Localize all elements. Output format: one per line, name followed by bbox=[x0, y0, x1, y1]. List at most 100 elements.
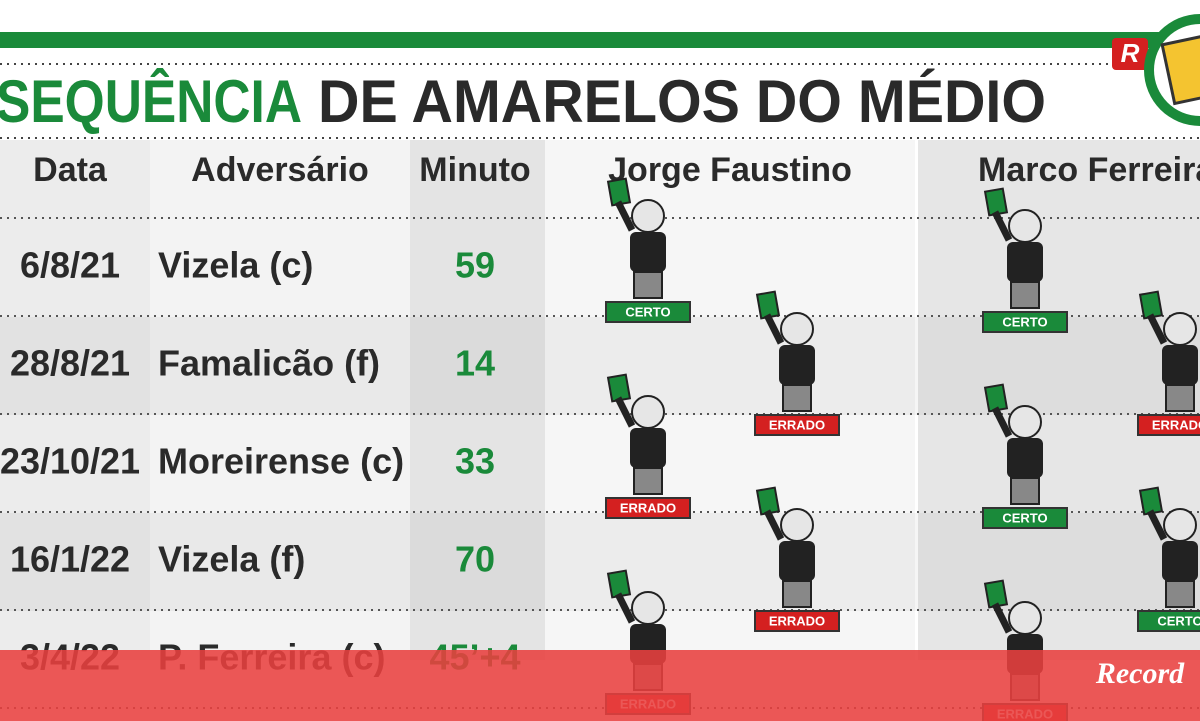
arm bbox=[991, 406, 1013, 438]
card bbox=[755, 290, 781, 320]
referee-figure: CERTO bbox=[982, 383, 1068, 529]
head bbox=[780, 508, 814, 542]
verdict-badge bbox=[605, 301, 691, 323]
body bbox=[779, 345, 815, 385]
opponent: Moreirense (c) bbox=[158, 441, 404, 482]
card bbox=[1138, 486, 1164, 516]
column-header: Minuto bbox=[419, 151, 530, 189]
date: 28/8/21 bbox=[10, 343, 130, 384]
card bbox=[983, 383, 1009, 413]
verdict-badge bbox=[1137, 414, 1200, 436]
verdict-badge bbox=[982, 507, 1068, 529]
verdict: ERRADO bbox=[769, 417, 825, 432]
card bbox=[1138, 290, 1164, 320]
head bbox=[631, 395, 665, 429]
arm bbox=[991, 602, 1013, 634]
arm bbox=[614, 396, 636, 428]
verdict-badge bbox=[754, 414, 840, 436]
arm bbox=[614, 592, 636, 624]
referee-figure: ERRADO bbox=[605, 373, 691, 519]
referee-figure: CERTO bbox=[1137, 486, 1200, 632]
column-bg bbox=[0, 140, 150, 660]
body bbox=[1162, 541, 1198, 581]
legs bbox=[782, 580, 812, 608]
verdict-badge bbox=[754, 610, 840, 632]
referee-figure: ERRADO bbox=[754, 486, 840, 632]
legs bbox=[1010, 281, 1040, 309]
column-bg bbox=[545, 140, 915, 660]
opponent: Vizela (f) bbox=[158, 539, 305, 580]
body bbox=[1007, 438, 1043, 478]
head bbox=[1008, 601, 1042, 635]
title-highlight: SEQUÊNCIA bbox=[0, 68, 302, 135]
legs bbox=[782, 384, 812, 412]
referee-figure: ERRADO bbox=[1137, 290, 1200, 436]
arm bbox=[991, 210, 1013, 242]
date: 23/10/21 bbox=[0, 441, 140, 482]
head bbox=[780, 312, 814, 346]
card bbox=[606, 177, 632, 207]
verdict: ERRADO bbox=[620, 500, 676, 515]
column-bg bbox=[150, 140, 410, 660]
column-bg bbox=[918, 140, 1200, 660]
body bbox=[1162, 345, 1198, 385]
minute: 70 bbox=[455, 539, 495, 580]
logo-badge bbox=[1112, 38, 1148, 70]
date: 16/1/22 bbox=[10, 539, 130, 580]
minute: 59 bbox=[455, 245, 495, 286]
referee-figure: CERTO bbox=[605, 177, 691, 323]
card bbox=[606, 569, 632, 599]
column-header: Jorge Faustino bbox=[608, 151, 852, 189]
card bbox=[606, 373, 632, 403]
verdict-badge bbox=[1137, 610, 1200, 632]
minute: 14 bbox=[455, 343, 495, 384]
date: 6/8/21 bbox=[20, 245, 120, 286]
top-bar bbox=[0, 32, 1170, 48]
referee-figure: ERRADO bbox=[754, 290, 840, 436]
verdict: CERTO bbox=[1002, 510, 1047, 525]
card bbox=[755, 486, 781, 516]
column-header: Data bbox=[33, 151, 108, 189]
head bbox=[631, 591, 665, 625]
watermark: Record bbox=[1095, 657, 1185, 690]
legs bbox=[633, 467, 663, 495]
body bbox=[630, 428, 666, 468]
column-header: Adversário bbox=[191, 151, 369, 189]
verdict: ERRADO bbox=[1152, 417, 1200, 432]
legs bbox=[1165, 384, 1195, 412]
legs bbox=[1010, 477, 1040, 505]
minute: 33 bbox=[455, 441, 495, 482]
card bbox=[983, 579, 1009, 609]
arm bbox=[1146, 509, 1168, 541]
verdict-badge bbox=[982, 311, 1068, 333]
arm bbox=[763, 509, 785, 541]
opponent: Vizela (c) bbox=[158, 245, 313, 286]
head bbox=[1163, 508, 1197, 542]
title: DE AMARELOS DO MÉDIO bbox=[318, 68, 1046, 135]
logo: R bbox=[1121, 38, 1140, 68]
body bbox=[630, 232, 666, 272]
arm bbox=[1146, 313, 1168, 345]
brand-band bbox=[0, 650, 1200, 721]
arm bbox=[763, 313, 785, 345]
legs bbox=[1165, 580, 1195, 608]
body bbox=[1007, 242, 1043, 282]
verdict: ERRADO bbox=[769, 613, 825, 628]
head bbox=[1008, 209, 1042, 243]
body bbox=[779, 541, 815, 581]
opponent: Famalicão (f) bbox=[158, 343, 380, 384]
arm bbox=[614, 200, 636, 232]
cards-icon bbox=[1160, 34, 1200, 106]
verdict: CERTO bbox=[1157, 613, 1200, 628]
column-header: Marco Ferreira bbox=[978, 151, 1200, 189]
verdict: CERTO bbox=[1002, 314, 1047, 329]
column-bg bbox=[410, 140, 545, 660]
card bbox=[983, 187, 1009, 217]
head bbox=[1008, 405, 1042, 439]
legs bbox=[633, 271, 663, 299]
referee-figure: CERTO bbox=[982, 187, 1068, 333]
head bbox=[1163, 312, 1197, 346]
verdict: CERTO bbox=[625, 304, 670, 319]
table: Data Adversário Minuto Jorge Faustino Marco … bbox=[0, 140, 1200, 721]
